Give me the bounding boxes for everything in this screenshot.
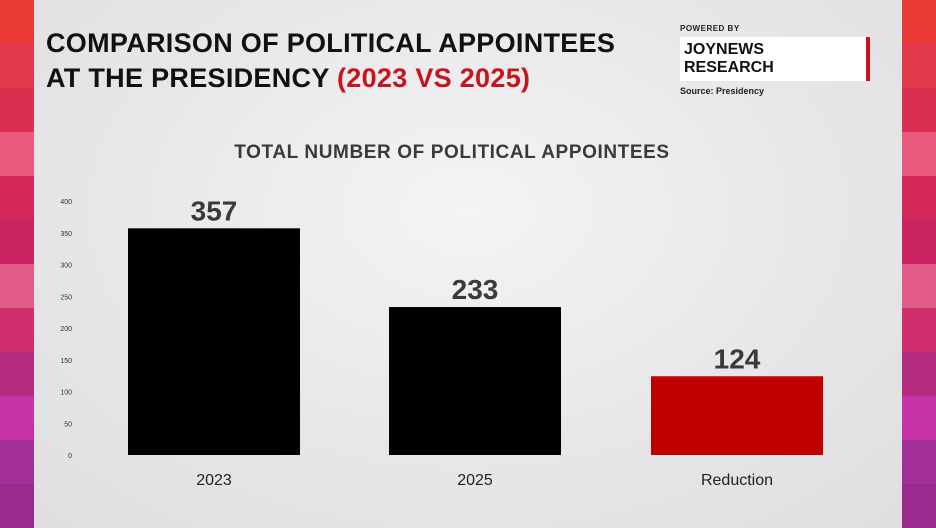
strip-block bbox=[902, 132, 936, 176]
strip-block bbox=[0, 44, 34, 88]
strip-block bbox=[902, 176, 936, 220]
decorative-left-strip bbox=[0, 0, 34, 528]
strip-block bbox=[0, 132, 34, 176]
strip-block bbox=[902, 396, 936, 440]
strip-block bbox=[902, 484, 936, 528]
bar-2023 bbox=[128, 228, 300, 455]
y-tick-label: 300 bbox=[60, 263, 72, 270]
data-label: 124 bbox=[714, 343, 761, 374]
strip-block bbox=[902, 0, 936, 44]
y-tick-label: 350 bbox=[60, 231, 72, 238]
title-line-1: COMPARISON OF POLITICAL APPOINTEES bbox=[46, 28, 616, 58]
strip-block bbox=[0, 484, 34, 528]
strip-block bbox=[902, 220, 936, 264]
y-tick-label: 100 bbox=[60, 390, 72, 397]
strip-block bbox=[0, 396, 34, 440]
title-accent: (2023 VS 2025) bbox=[336, 63, 531, 93]
y-tick-label: 200 bbox=[60, 326, 72, 333]
decorative-right-strip bbox=[902, 0, 936, 528]
y-tick-label: 0 bbox=[68, 453, 72, 460]
strip-block bbox=[0, 440, 34, 484]
strip-block bbox=[0, 176, 34, 220]
chart-title: TOTAL NUMBER OF POLITICAL APPOINTEES bbox=[234, 142, 669, 163]
strip-block bbox=[0, 352, 34, 396]
x-tick-label: 2025 bbox=[457, 472, 493, 489]
bar-2025 bbox=[389, 307, 561, 455]
x-tick-label: 2023 bbox=[196, 472, 232, 489]
strip-block bbox=[902, 44, 936, 88]
page-title: COMPARISON OF POLITICAL APPOINTEES AT TH… bbox=[46, 26, 615, 96]
strip-block bbox=[902, 88, 936, 132]
strip-block bbox=[902, 308, 936, 352]
bars-group: 357 2023 233 2025 124 Reduction bbox=[128, 195, 823, 489]
strip-block bbox=[902, 440, 936, 484]
strip-block bbox=[902, 264, 936, 308]
strip-block bbox=[0, 220, 34, 264]
strip-block bbox=[902, 352, 936, 396]
bar-reduction bbox=[651, 376, 823, 455]
brand-block: POWERED BY JOYNEWS RESEARCH Source: Pres… bbox=[680, 24, 870, 96]
data-label: 357 bbox=[191, 195, 238, 226]
y-axis: 0 50 100 150 200 250 300 350 400 bbox=[60, 199, 72, 460]
y-tick-label: 400 bbox=[60, 199, 72, 206]
title-line-2: AT THE PRESIDENCY bbox=[46, 63, 330, 93]
y-tick-label: 250 bbox=[60, 294, 72, 301]
joynews-research-logo: JOYNEWS RESEARCH bbox=[680, 37, 870, 81]
y-tick-label: 50 bbox=[64, 421, 72, 428]
strip-block bbox=[0, 264, 34, 308]
data-label: 233 bbox=[452, 274, 499, 305]
strip-block bbox=[0, 308, 34, 352]
strip-block bbox=[0, 88, 34, 132]
source-label: Source: Presidency bbox=[680, 86, 765, 96]
y-tick-label: 150 bbox=[60, 358, 72, 365]
powered-by-label: POWERED BY bbox=[680, 24, 740, 33]
strip-block bbox=[0, 0, 34, 44]
x-tick-label: Reduction bbox=[701, 472, 773, 489]
